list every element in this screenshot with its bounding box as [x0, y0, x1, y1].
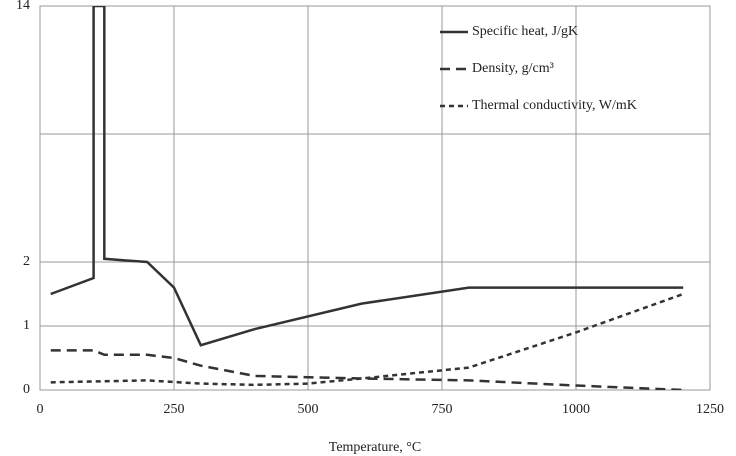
series-line — [50, 349, 684, 390]
legend-label: Thermal conductivity, W/mK — [472, 98, 637, 113]
legend-label: Specific heat, J/gK — [472, 24, 578, 39]
x-axis-label: Temperature, °C — [329, 440, 421, 455]
x-tick-label: 500 — [298, 402, 319, 417]
x-tick-label: 1000 — [562, 402, 590, 417]
y-tick-label: 2 — [23, 254, 30, 269]
y-tick-label: 14 — [16, 0, 30, 13]
x-tick-label: 0 — [37, 402, 44, 417]
x-tick-label: 1250 — [696, 402, 724, 417]
plot-frame — [39, 5, 711, 391]
series-line — [50, 6, 684, 347]
y-tick-label: 1 — [23, 318, 30, 333]
series-line — [50, 292, 684, 387]
y-tick-label: 0 — [23, 382, 30, 397]
x-tick-label: 750 — [432, 402, 453, 417]
legend-label: Density, g/cm³ — [472, 61, 554, 76]
x-tick-label: 250 — [164, 402, 185, 417]
